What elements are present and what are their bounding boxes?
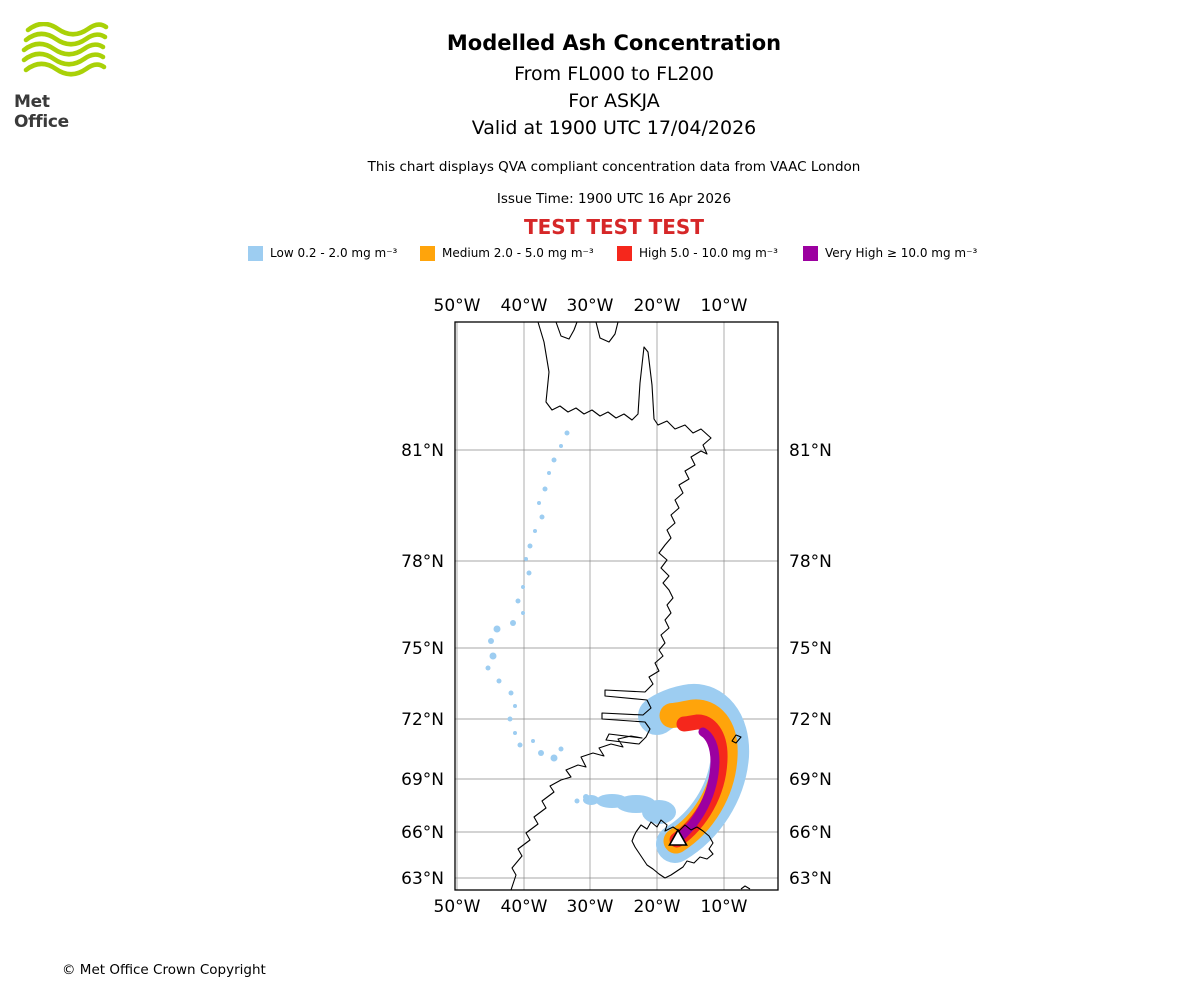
page-title: Modelled Ash Concentration bbox=[446, 31, 782, 55]
legend-label-low: Low 0.2 - 2.0 mg m⁻³ bbox=[270, 246, 398, 260]
legend-label-medium: Medium 2.0 - 5.0 mg m⁻³ bbox=[442, 246, 594, 260]
lon-label: 10°W bbox=[701, 897, 748, 917]
copyright-notice: © Met Office Crown Copyright bbox=[62, 962, 266, 978]
ash-low-specks bbox=[485, 430, 676, 824]
lat-label: 81°N bbox=[401, 441, 444, 461]
lat-label: 81°N bbox=[789, 441, 832, 461]
lon-label: 40°W bbox=[501, 897, 548, 917]
legend-label-very-high: Very High ≥ 10.0 mg m⁻³ bbox=[825, 246, 978, 260]
volcano-line: For ASKJA bbox=[568, 90, 660, 112]
lon-labels-top: 50°W 40°W 30°W 20°W 10°W bbox=[434, 296, 748, 316]
map-border bbox=[454, 321, 779, 891]
legend-label-high: High 5.0 - 10.0 mg m⁻³ bbox=[639, 246, 778, 260]
issue-time-line: Issue Time: 1900 UTC 16 Apr 2026 bbox=[496, 191, 732, 207]
lat-label: 66°N bbox=[789, 823, 832, 843]
lon-label: 30°W bbox=[567, 296, 614, 316]
lon-label: 20°W bbox=[634, 296, 681, 316]
lat-label: 75°N bbox=[789, 639, 832, 659]
north-islet2-coastline bbox=[595, 321, 619, 343]
legend-item-very-high: Very High ≥ 10.0 mg m⁻³ bbox=[803, 245, 977, 261]
legend-item-low: Low 0.2 - 2.0 mg m⁻³ bbox=[248, 245, 397, 261]
lat-label: 63°N bbox=[401, 869, 444, 889]
lon-label: 30°W bbox=[567, 897, 614, 917]
north-islet-coastline bbox=[555, 321, 578, 340]
lat-label: 72°N bbox=[401, 710, 444, 730]
volcano-marker bbox=[668, 828, 688, 846]
ash-band-very-high bbox=[674, 727, 720, 843]
ash-plume bbox=[638, 683, 750, 863]
legend-item-high: High 5.0 - 10.0 mg m⁻³ bbox=[617, 245, 778, 261]
valid-time-line: Valid at 1900 UTC 17/04/2026 bbox=[471, 117, 757, 139]
lat-label: 63°N bbox=[789, 869, 832, 889]
lat-label: 72°N bbox=[789, 710, 832, 730]
met-office-logo: Met Office bbox=[14, 21, 110, 132]
lon-label: 20°W bbox=[634, 897, 681, 917]
logo-wordmark: Met Office bbox=[14, 92, 69, 132]
lon-label: 50°W bbox=[434, 296, 481, 316]
legend-item-medium: Medium 2.0 - 5.0 mg m⁻³ bbox=[420, 245, 594, 261]
lat-label: 69°N bbox=[401, 770, 444, 790]
test-banner: TEST TEST TEST bbox=[524, 215, 704, 239]
lat-labels-left: 81°N 78°N 75°N 72°N 69°N 66°N 63°N bbox=[401, 441, 444, 889]
lon-label: 50°W bbox=[434, 897, 481, 917]
lon-label: 40°W bbox=[501, 296, 548, 316]
qva-note: This chart displays QVA compliant concen… bbox=[367, 159, 861, 175]
greenland-coastline bbox=[510, 321, 712, 891]
legend-swatch-low bbox=[248, 245, 263, 261]
jan-mayen-coastline bbox=[731, 734, 742, 744]
lat-label: 78°N bbox=[401, 552, 444, 572]
legend-swatch-medium bbox=[420, 245, 435, 261]
logo-waves bbox=[21, 21, 109, 77]
flight-level-line: From FL000 to FL200 bbox=[514, 63, 714, 85]
lat-label: 78°N bbox=[789, 552, 832, 572]
lat-label: 69°N bbox=[789, 770, 832, 790]
south-islet-coastline bbox=[740, 885, 751, 890]
legend-swatch-very-high bbox=[803, 245, 818, 261]
lon-labels-bottom: 50°W 40°W 30°W 20°W 10°W bbox=[434, 897, 748, 917]
iceland-coastline bbox=[631, 819, 714, 879]
legend-swatch-high bbox=[617, 245, 632, 261]
lat-label: 66°N bbox=[401, 823, 444, 843]
lat-label: 75°N bbox=[401, 639, 444, 659]
lon-label: 10°W bbox=[701, 296, 748, 316]
coastlines bbox=[510, 321, 751, 891]
lat-labels-right: 81°N 78°N 75°N 72°N 69°N 66°N 63°N bbox=[789, 441, 832, 889]
